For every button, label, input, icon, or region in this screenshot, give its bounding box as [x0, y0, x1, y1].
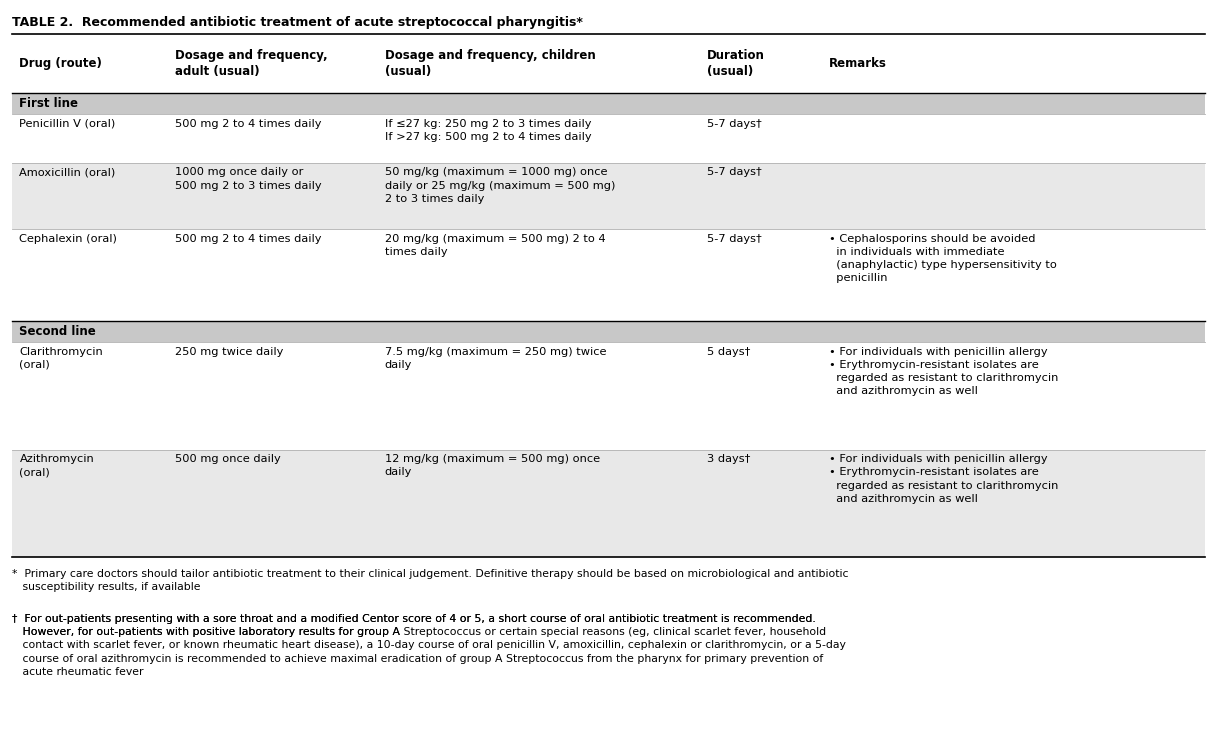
Text: Dosage and frequency, children
(usual): Dosage and frequency, children (usual) — [385, 49, 595, 78]
Text: • For individuals with penicillin allergy
• Erythromycin-resistant isolates are
: • For individuals with penicillin allerg… — [829, 454, 1058, 503]
Text: Penicillin V (oral): Penicillin V (oral) — [19, 119, 116, 128]
Text: 5-7 days†: 5-7 days† — [707, 119, 762, 128]
Text: • Cephalosporins should be avoided
  in individuals with immediate
  (anaphylact: • Cephalosporins should be avoided in in… — [829, 234, 1056, 283]
Text: Amoxicillin (oral): Amoxicillin (oral) — [19, 167, 116, 177]
Text: Cephalexin (oral): Cephalexin (oral) — [19, 234, 117, 244]
Text: †  For out-patients presenting with a sore throat and a modified Centor score of: † For out-patients presenting with a sor… — [12, 614, 846, 677]
Text: 250 mg twice daily: 250 mg twice daily — [175, 347, 284, 356]
Text: 12 mg/kg (maximum = 500 mg) once
daily: 12 mg/kg (maximum = 500 mg) once daily — [385, 454, 600, 477]
Text: Duration
(usual): Duration (usual) — [707, 49, 765, 78]
Text: Azithromycin
(oral): Azithromycin (oral) — [19, 454, 94, 477]
Text: 500 mg 2 to 4 times daily: 500 mg 2 to 4 times daily — [175, 234, 321, 244]
Text: 3 days†: 3 days† — [707, 454, 751, 464]
Text: 5-7 days†: 5-7 days† — [707, 234, 762, 244]
FancyBboxPatch shape — [12, 34, 1205, 93]
FancyBboxPatch shape — [12, 321, 1205, 342]
FancyBboxPatch shape — [12, 114, 1205, 163]
Text: • For individuals with penicillin allergy
• Erythromycin-resistant isolates are
: • For individuals with penicillin allerg… — [829, 347, 1058, 396]
Text: 50 mg/kg (maximum = 1000 mg) once
daily or 25 mg/kg (maximum = 500 mg)
2 to 3 ti: 50 mg/kg (maximum = 1000 mg) once daily … — [385, 167, 615, 204]
Text: 5-7 days†: 5-7 days† — [707, 167, 762, 177]
Text: TABLE 2.  Recommended antibiotic treatment of acute streptococcal pharyngitis*: TABLE 2. Recommended antibiotic treatmen… — [12, 16, 583, 29]
Text: 7.5 mg/kg (maximum = 250 mg) twice
daily: 7.5 mg/kg (maximum = 250 mg) twice daily — [385, 347, 606, 370]
Text: If ≤27 kg: 250 mg 2 to 3 times daily
If >27 kg: 500 mg 2 to 4 times daily: If ≤27 kg: 250 mg 2 to 3 times daily If … — [385, 119, 591, 142]
Text: Dosage and frequency,
adult (usual): Dosage and frequency, adult (usual) — [175, 49, 327, 78]
Text: Remarks: Remarks — [829, 57, 887, 70]
Text: †  For out-patients presenting with a sore throat and a modified Centor score of: † For out-patients presenting with a sor… — [12, 614, 815, 637]
FancyBboxPatch shape — [12, 163, 1205, 229]
FancyBboxPatch shape — [12, 93, 1205, 114]
Text: *  Primary care doctors should tailor antibiotic treatment to their clinical jud: * Primary care doctors should tailor ant… — [12, 569, 848, 592]
Text: 20 mg/kg (maximum = 500 mg) 2 to 4
times daily: 20 mg/kg (maximum = 500 mg) 2 to 4 times… — [385, 234, 605, 257]
Text: Clarithromycin
(oral): Clarithromycin (oral) — [19, 347, 103, 370]
Text: Second line: Second line — [19, 325, 96, 338]
FancyBboxPatch shape — [12, 229, 1205, 321]
Text: 500 mg once daily: 500 mg once daily — [175, 454, 281, 464]
Text: 1000 mg once daily or
500 mg 2 to 3 times daily: 1000 mg once daily or 500 mg 2 to 3 time… — [175, 167, 321, 190]
Text: 5 days†: 5 days† — [707, 347, 751, 356]
FancyBboxPatch shape — [12, 342, 1205, 450]
Text: First line: First line — [19, 97, 78, 111]
FancyBboxPatch shape — [12, 450, 1205, 557]
Text: 500 mg 2 to 4 times daily: 500 mg 2 to 4 times daily — [175, 119, 321, 128]
Text: Drug (route): Drug (route) — [19, 57, 102, 70]
